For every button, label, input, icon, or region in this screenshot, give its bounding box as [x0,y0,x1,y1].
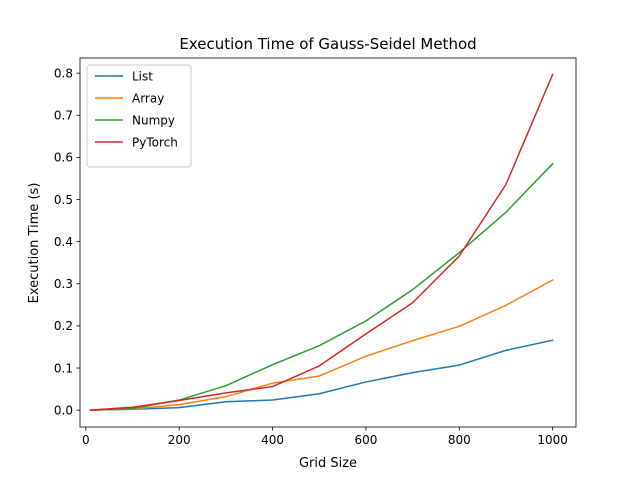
legend-label-numpy: Numpy [132,113,175,127]
x-tick-label: 1000 [537,433,568,447]
y-axis-label: Execution Time (s) [27,183,42,304]
x-tick-label: 800 [448,433,471,447]
axes-frame [79,57,577,428]
series-line-array [89,278,554,411]
x-tick-label: 200 [168,433,191,447]
x-tick-label: 400 [261,433,284,447]
x-tick-label: 0 [82,433,90,447]
legend-label-array: Array [132,91,164,105]
y-tick-label: 0.1 [54,361,73,375]
y-tick-label: 0.6 [54,151,73,165]
y-tick-label: 0.4 [54,235,73,249]
y-tick-label: 0.3 [54,277,73,291]
y-tick-label: 0.5 [54,193,73,207]
x-axis-label: Grid Size [299,456,357,471]
series-layer [89,73,554,411]
series-line-pytorch [89,73,554,411]
legend-label-pytorch: PyTorch [132,135,178,149]
y-tick-label: 0.0 [54,403,73,417]
x-tick-label: 600 [354,433,377,447]
legend: List Array Numpy PyTorch [86,64,192,168]
axes-layer: 0 200 400 600 800 1000 0.0 0.1 0.2 0.3 0.4 0.5 0.6 0.… [54,57,577,447]
legend-label-list: List [132,69,153,83]
series-line-list [89,339,554,411]
chart-title: Execution Time of Gauss-Seidel Method [179,35,476,53]
y-tick-label: 0.2 [54,319,73,333]
y-tick-label: 0.7 [54,109,73,123]
y-tick-label: 0.8 [54,66,73,80]
